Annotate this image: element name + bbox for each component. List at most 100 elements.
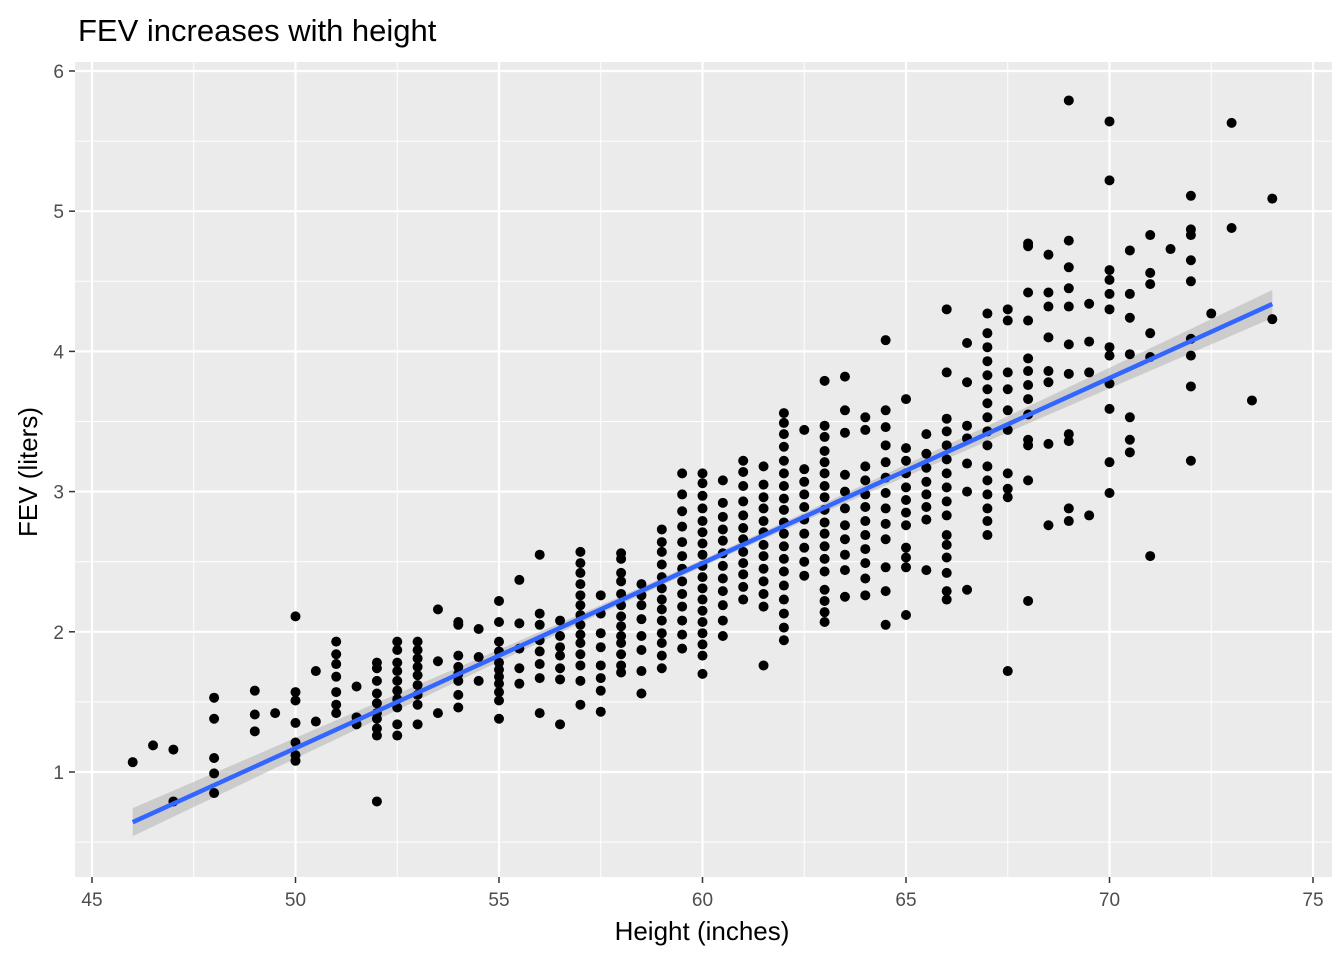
- data-point: [412, 636, 423, 647]
- data-point: [880, 457, 891, 468]
- data-point: [1002, 315, 1013, 326]
- data-point: [636, 666, 647, 677]
- data-point: [982, 475, 993, 486]
- data-point: [1023, 241, 1034, 252]
- x-tick-label: 65: [895, 890, 916, 911]
- data-point: [290, 611, 301, 622]
- data-point: [656, 604, 667, 615]
- data-point: [738, 496, 749, 507]
- data-point: [595, 642, 606, 653]
- data-point: [880, 562, 891, 573]
- data-point: [310, 716, 321, 727]
- data-point: [738, 546, 749, 557]
- data-point: [697, 478, 708, 489]
- data-point: [656, 546, 667, 557]
- data-point: [575, 699, 586, 710]
- data-point: [758, 588, 769, 599]
- y-tick-label: 5: [53, 202, 64, 223]
- data-point: [778, 408, 789, 419]
- data-point: [860, 573, 871, 584]
- data-point: [1226, 117, 1237, 128]
- data-point: [656, 638, 667, 649]
- data-point: [494, 713, 504, 724]
- data-point: [514, 574, 525, 585]
- data-point: [412, 670, 423, 681]
- data-point: [880, 518, 891, 529]
- data-point: [860, 544, 871, 555]
- data-point: [1043, 287, 1054, 298]
- data-point: [982, 370, 993, 381]
- data-point: [677, 521, 688, 532]
- data-point: [616, 621, 627, 632]
- data-point: [921, 462, 932, 473]
- data-point: [392, 685, 403, 696]
- data-point: [453, 702, 464, 713]
- data-point: [758, 660, 769, 671]
- data-point: [534, 619, 545, 630]
- data-point: [1002, 304, 1013, 315]
- data-point: [473, 652, 484, 663]
- data-point: [819, 431, 830, 442]
- data-point: [962, 486, 973, 497]
- data-point: [616, 588, 627, 599]
- chart-title: FEV increases with height: [78, 13, 437, 48]
- data-point: [494, 657, 504, 668]
- data-point: [982, 328, 993, 339]
- data-point: [1246, 395, 1257, 406]
- data-point: [758, 563, 769, 574]
- data-point: [697, 468, 708, 479]
- data-point: [209, 752, 220, 763]
- data-point: [1023, 475, 1034, 486]
- data-point: [1084, 510, 1095, 521]
- data-point: [799, 542, 810, 553]
- data-point: [901, 507, 911, 518]
- data-point: [819, 492, 830, 503]
- data-point: [758, 479, 769, 490]
- data-point: [901, 482, 911, 493]
- data-point: [1063, 368, 1074, 379]
- data-point: [819, 468, 830, 479]
- data-point: [697, 549, 708, 560]
- data-point: [249, 726, 260, 737]
- data-point: [677, 468, 688, 479]
- data-point: [758, 503, 769, 514]
- data-point: [839, 549, 850, 560]
- data-point: [941, 510, 952, 521]
- data-point: [351, 681, 362, 692]
- data-point: [941, 304, 952, 315]
- data-point: [1063, 262, 1074, 273]
- data-point: [1084, 336, 1095, 347]
- data-point: [575, 638, 586, 649]
- data-point: [738, 523, 749, 534]
- data-point: [616, 667, 627, 678]
- data-point: [901, 495, 911, 506]
- data-point: [921, 429, 932, 440]
- data-point: [819, 616, 830, 627]
- data-point: [595, 660, 606, 671]
- data-point: [555, 663, 566, 674]
- data-point: [1185, 230, 1196, 241]
- data-point: [616, 567, 627, 578]
- data-point: [941, 413, 952, 424]
- data-point: [494, 687, 504, 698]
- data-point: [738, 569, 749, 580]
- data-point: [1124, 412, 1135, 423]
- x-axis-title: Height (inches): [615, 916, 790, 946]
- data-point: [1002, 483, 1013, 494]
- data-point: [799, 556, 810, 567]
- data-point: [1063, 339, 1074, 350]
- data-point: [941, 468, 952, 479]
- data-point: [575, 675, 586, 686]
- data-point: [1002, 468, 1013, 479]
- data-point: [677, 537, 688, 548]
- data-point: [758, 601, 769, 612]
- data-point: [1023, 315, 1034, 326]
- data-point: [412, 653, 423, 664]
- data-point: [697, 639, 708, 650]
- data-point: [1124, 245, 1135, 256]
- data-point: [677, 643, 688, 654]
- data-point: [1124, 447, 1135, 458]
- data-point: [697, 668, 708, 679]
- data-point: [778, 553, 789, 564]
- data-point: [473, 675, 484, 686]
